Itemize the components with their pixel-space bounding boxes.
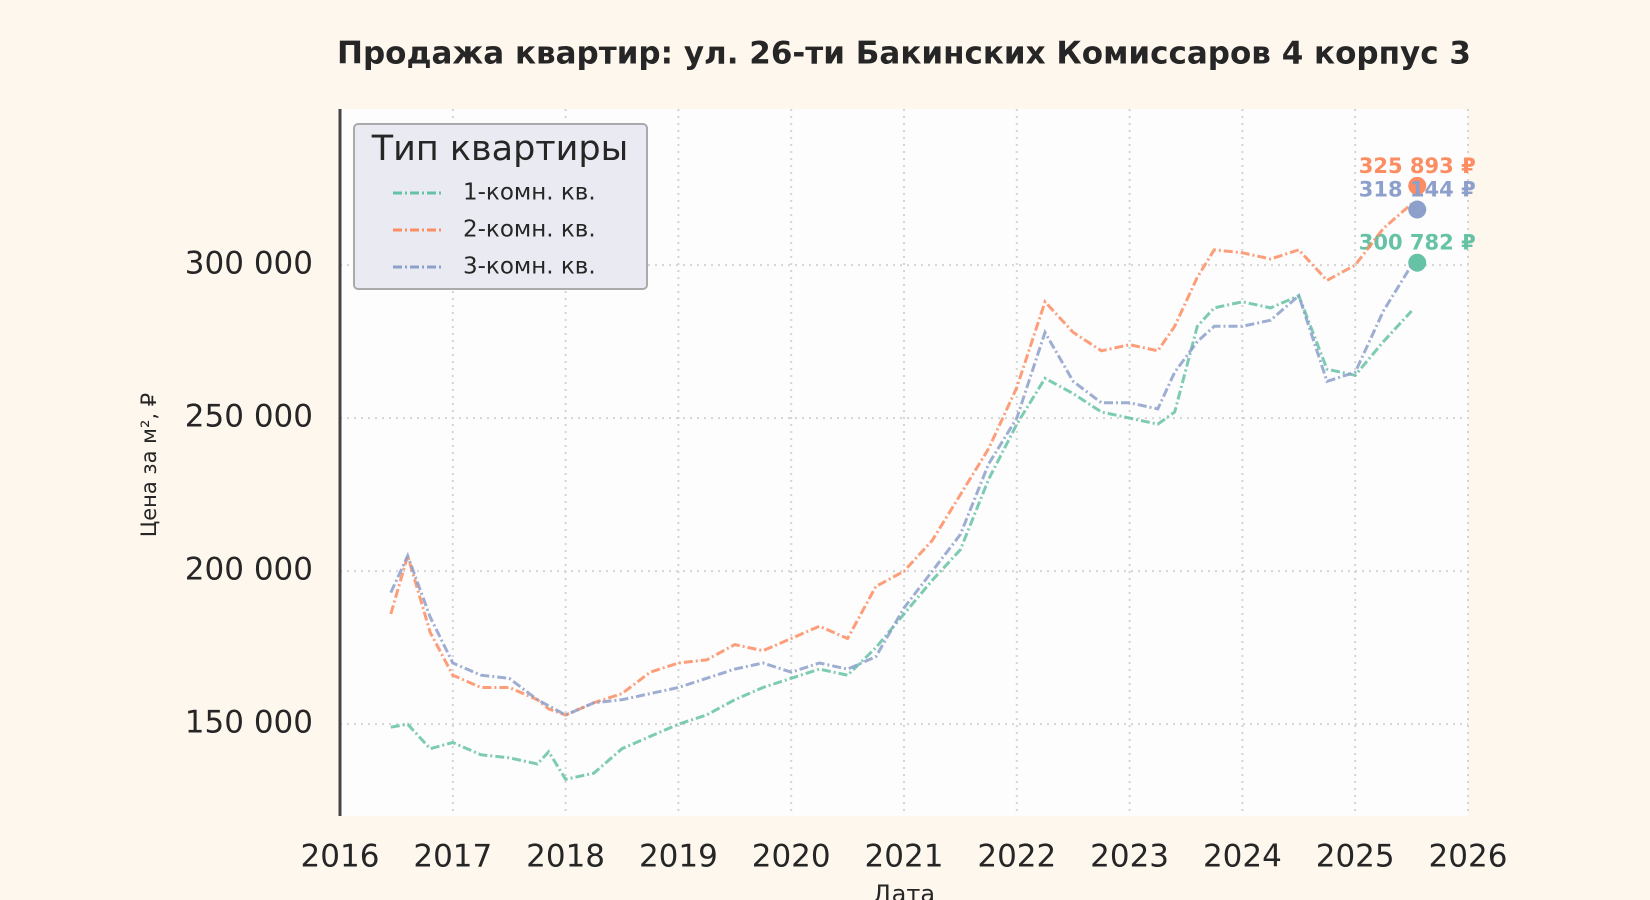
x-tick-label: 2020 — [752, 839, 831, 875]
x-tick-label: 2018 — [526, 839, 605, 875]
end-point — [1408, 253, 1427, 272]
y-tick-label: 200 000 — [185, 552, 313, 588]
legend-label: 3-комн. кв. — [463, 254, 596, 280]
x-tick-label: 2022 — [977, 839, 1056, 875]
x-tick-label: 2017 — [413, 839, 492, 875]
x-axis-label: Дата — [873, 880, 935, 900]
end-label: 318 144 ₽ — [1359, 178, 1476, 202]
legend-label: 1-комн. кв. — [463, 180, 596, 206]
end-point — [1408, 176, 1427, 195]
x-tick-label: 2026 — [1429, 839, 1508, 875]
chart-title: Продажа квартир: ул. 26-ти Бакинских Ком… — [337, 36, 1471, 72]
end-label: 300 782 ₽ — [1359, 231, 1476, 255]
legend-label: 2-комн. кв. — [463, 217, 596, 243]
lines: 300 782 ₽ 325 893 ₽318 144 ₽ — [389, 154, 1476, 781]
x-tick-label: 2025 — [1316, 839, 1395, 875]
x-tick-label: 2021 — [865, 839, 944, 875]
end-label: 325 893 ₽ — [1359, 154, 1476, 178]
legend-title: Тип квартиры — [371, 129, 629, 169]
series-line — [389, 264, 1413, 717]
grid — [339, 109, 1469, 816]
y-tick-label: 250 000 — [185, 399, 313, 435]
end-point — [1408, 200, 1427, 219]
x-tick-label: 2019 — [639, 839, 718, 875]
y-axis-label: Цена за м², ₽ — [137, 393, 161, 537]
legend-box — [353, 123, 648, 290]
x-tick-label: 2016 — [301, 839, 380, 875]
y-tick-label: 300 000 — [185, 246, 313, 282]
x-tick-label: 2024 — [1203, 839, 1282, 875]
y-tick-label: 150 000 — [185, 705, 313, 741]
legend: Тип квартиры 1-комн. кв. 2-комн. кв. 3-ком… — [353, 123, 648, 290]
x-tick-label: 2023 — [1090, 839, 1169, 875]
